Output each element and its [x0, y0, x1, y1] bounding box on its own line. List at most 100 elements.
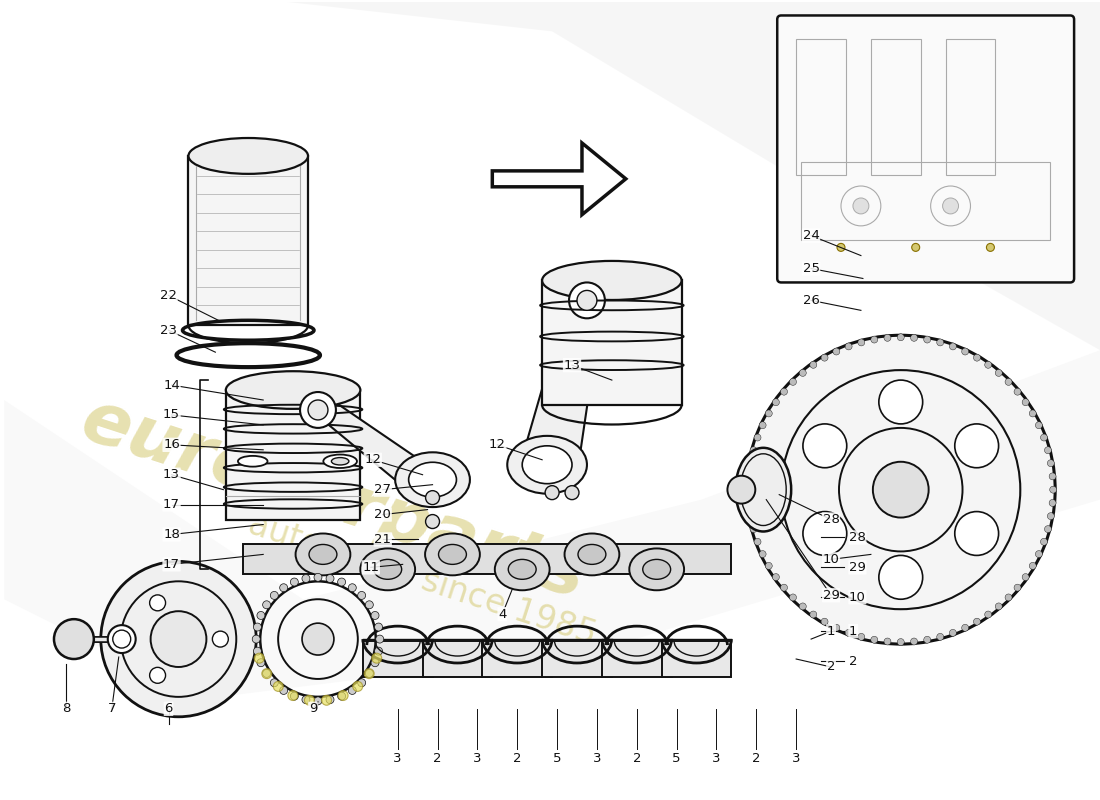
Circle shape [766, 410, 772, 417]
Ellipse shape [439, 545, 466, 564]
Circle shape [308, 400, 328, 420]
Circle shape [750, 446, 757, 454]
Circle shape [565, 486, 579, 500]
Text: 2: 2 [849, 654, 858, 667]
Circle shape [271, 591, 278, 599]
Ellipse shape [309, 545, 337, 564]
Text: auto parts since 1985: auto parts since 1985 [244, 507, 601, 651]
Circle shape [949, 630, 956, 636]
Ellipse shape [395, 452, 470, 507]
Text: 21: 21 [374, 533, 392, 546]
Circle shape [326, 574, 334, 582]
Circle shape [375, 623, 383, 631]
Circle shape [746, 473, 752, 480]
Circle shape [212, 631, 229, 647]
Circle shape [372, 653, 382, 663]
Circle shape [1045, 526, 1052, 533]
Circle shape [263, 601, 271, 609]
Circle shape [974, 354, 980, 361]
Text: 11: 11 [362, 561, 380, 574]
Circle shape [290, 692, 298, 700]
Circle shape [151, 611, 207, 667]
Polygon shape [517, 293, 604, 474]
Ellipse shape [508, 559, 536, 579]
Circle shape [305, 695, 315, 706]
Circle shape [810, 611, 817, 618]
Circle shape [803, 424, 847, 468]
Circle shape [858, 634, 865, 640]
Polygon shape [493, 143, 626, 214]
Circle shape [321, 695, 331, 706]
Text: 10: 10 [849, 590, 866, 604]
Ellipse shape [542, 261, 682, 300]
Text: 29: 29 [823, 589, 839, 602]
Polygon shape [363, 641, 432, 677]
Circle shape [810, 362, 817, 368]
Circle shape [754, 538, 761, 546]
Text: 10: 10 [823, 553, 839, 566]
Circle shape [257, 611, 265, 619]
Polygon shape [602, 641, 672, 677]
Circle shape [974, 618, 980, 625]
Text: 2: 2 [433, 752, 442, 765]
Circle shape [253, 623, 262, 631]
Circle shape [754, 434, 761, 441]
Circle shape [426, 490, 440, 505]
Circle shape [254, 653, 264, 663]
Circle shape [150, 667, 166, 683]
Circle shape [263, 670, 271, 678]
Text: 29: 29 [849, 561, 866, 574]
Polygon shape [301, 402, 461, 488]
Circle shape [426, 514, 440, 529]
Ellipse shape [226, 371, 361, 409]
Circle shape [314, 574, 322, 582]
Circle shape [1049, 499, 1056, 506]
Text: 2: 2 [513, 752, 521, 765]
Circle shape [790, 594, 796, 601]
Circle shape [924, 336, 931, 343]
Text: 14: 14 [163, 378, 180, 391]
Circle shape [338, 690, 348, 701]
Text: 16: 16 [163, 438, 180, 451]
Circle shape [837, 243, 845, 251]
Text: 1: 1 [827, 625, 835, 638]
Circle shape [376, 635, 384, 643]
Circle shape [790, 378, 796, 386]
Circle shape [821, 618, 828, 625]
Circle shape [1047, 513, 1054, 520]
Circle shape [1005, 378, 1012, 386]
Circle shape [879, 380, 923, 424]
Text: 3: 3 [593, 752, 602, 765]
Circle shape [987, 243, 994, 251]
Circle shape [949, 343, 956, 350]
Circle shape [338, 692, 345, 700]
Circle shape [1030, 562, 1036, 570]
Circle shape [800, 370, 806, 376]
Circle shape [326, 696, 334, 704]
Ellipse shape [238, 456, 267, 466]
Polygon shape [542, 281, 682, 405]
Circle shape [364, 669, 374, 678]
Circle shape [314, 697, 322, 705]
Ellipse shape [578, 545, 606, 564]
Circle shape [781, 388, 788, 395]
Polygon shape [4, 350, 1100, 699]
Circle shape [727, 476, 756, 504]
Polygon shape [662, 641, 732, 677]
Circle shape [955, 424, 999, 468]
Circle shape [772, 574, 780, 581]
Text: 15: 15 [163, 409, 180, 422]
Circle shape [833, 624, 839, 631]
Circle shape [961, 624, 969, 631]
Ellipse shape [408, 462, 456, 497]
Circle shape [845, 343, 853, 350]
Circle shape [301, 696, 310, 704]
Text: 3: 3 [394, 752, 402, 765]
Circle shape [371, 611, 380, 619]
Ellipse shape [564, 534, 619, 575]
Ellipse shape [323, 454, 358, 468]
Text: 24: 24 [803, 229, 820, 242]
Text: 1: 1 [849, 625, 858, 638]
Circle shape [746, 499, 752, 506]
Circle shape [1022, 398, 1030, 406]
